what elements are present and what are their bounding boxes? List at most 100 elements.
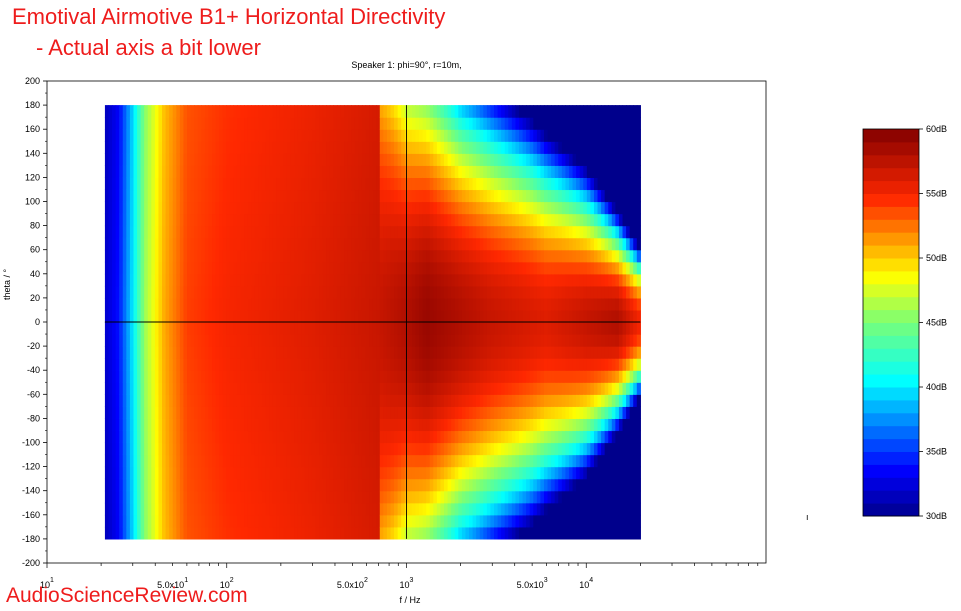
heatmap-cell	[408, 334, 413, 347]
heatmap-cell	[540, 442, 545, 456]
heatmap-cell	[508, 322, 513, 335]
heatmap-cell	[176, 141, 181, 154]
heatmap-cell	[244, 129, 249, 142]
heatmap-cell	[486, 309, 492, 323]
heatmap-cell	[279, 165, 284, 178]
heatmap-cell	[340, 346, 345, 359]
heatmap-cell	[297, 358, 302, 371]
heatmap-cell	[272, 117, 277, 130]
heatmap-cell	[429, 141, 434, 154]
heatmap-cell	[408, 285, 413, 299]
heatmap-cell	[158, 129, 163, 142]
heatmap-cell	[376, 165, 381, 178]
heatmap-cell	[361, 514, 367, 528]
heatmap-cell	[568, 201, 574, 215]
heatmap-cell	[529, 322, 534, 335]
heatmap-cell	[240, 177, 245, 191]
heatmap-cell	[108, 285, 113, 299]
heatmap-cell	[440, 418, 445, 432]
heatmap-cell	[304, 490, 309, 504]
heatmap-cell	[565, 297, 570, 311]
heatmap-cell	[419, 285, 424, 299]
heatmap-cell	[251, 309, 256, 323]
heatmap-cell	[194, 225, 199, 239]
heatmap-cell	[515, 526, 520, 540]
heatmap-cell	[461, 189, 467, 203]
heatmap-cell	[397, 237, 402, 251]
heatmap-cell	[383, 153, 388, 166]
heatmap-cell	[479, 466, 484, 480]
heatmap-cell	[586, 334, 591, 347]
heatmap-cell	[433, 225, 438, 239]
heatmap-cell	[433, 358, 438, 371]
heatmap-cell	[226, 490, 231, 504]
heatmap-cell	[301, 430, 306, 444]
heatmap-cell	[265, 322, 270, 335]
heatmap-cell	[376, 334, 381, 347]
heatmap-cell	[340, 189, 345, 203]
heatmap-cell	[369, 105, 374, 118]
heatmap-cell	[165, 201, 170, 215]
heatmap-cell	[536, 225, 542, 239]
heatmap-cell	[269, 273, 274, 287]
heatmap-cell	[526, 322, 531, 335]
heatmap-cell	[304, 153, 309, 166]
heatmap-cell	[265, 502, 270, 516]
heatmap-cell	[490, 129, 495, 142]
heatmap-cell	[254, 177, 260, 191]
heatmap-cell	[172, 466, 177, 480]
heatmap-cell	[333, 165, 338, 178]
heatmap-cell	[361, 466, 367, 480]
heatmap-cell	[133, 105, 138, 118]
heatmap-cell	[390, 117, 395, 130]
heatmap-cell	[572, 490, 577, 504]
heatmap-cell	[536, 201, 542, 215]
heatmap-cell	[129, 382, 135, 395]
heatmap-cell	[461, 237, 467, 251]
heatmap-cell	[461, 514, 467, 528]
heatmap-cell	[572, 526, 577, 540]
heatmap-cell	[572, 285, 577, 299]
heatmap-cell	[201, 117, 206, 130]
heatmap-cell	[494, 370, 499, 383]
heatmap-cell	[440, 346, 445, 359]
heatmap-cell	[162, 201, 167, 215]
heatmap-cell	[137, 346, 142, 359]
heatmap-cell	[451, 442, 456, 456]
heatmap-cell	[254, 370, 260, 383]
heatmap-cell	[394, 225, 399, 239]
heatmap-cell	[122, 297, 127, 311]
heatmap-cell	[558, 442, 563, 456]
heatmap-cell	[497, 358, 502, 371]
heatmap-cell	[244, 418, 249, 432]
heatmap-cell	[104, 358, 110, 371]
heatmap-cell	[212, 189, 217, 203]
heatmap-cell	[226, 117, 231, 130]
heatmap-cell	[276, 502, 281, 516]
heatmap-cell	[579, 334, 584, 347]
heatmap-cell	[222, 201, 227, 215]
heatmap-cell	[522, 261, 527, 275]
heatmap-cell	[247, 406, 252, 419]
heatmap-cell	[426, 490, 431, 504]
heatmap-cell	[258, 514, 263, 528]
heatmap-cell	[129, 201, 135, 215]
heatmap-cell	[169, 430, 174, 444]
heatmap-cell	[444, 225, 449, 239]
heatmap-cell	[572, 297, 577, 311]
heatmap-cell	[540, 514, 545, 528]
heatmap-cell	[112, 237, 117, 251]
heatmap-cell	[129, 466, 135, 480]
heatmap-cell	[240, 153, 245, 166]
heatmap-cell	[411, 430, 417, 444]
heatmap-cell	[176, 237, 181, 251]
heatmap-cell	[586, 297, 591, 311]
heatmap-cell	[108, 466, 113, 480]
heatmap-cell	[408, 322, 413, 335]
heatmap-cell	[187, 346, 192, 359]
heatmap-cell	[540, 454, 545, 468]
heatmap-cell	[372, 466, 377, 480]
heatmap-cell	[190, 370, 195, 383]
heatmap-cell	[304, 466, 309, 480]
heatmap-cell	[469, 249, 474, 263]
